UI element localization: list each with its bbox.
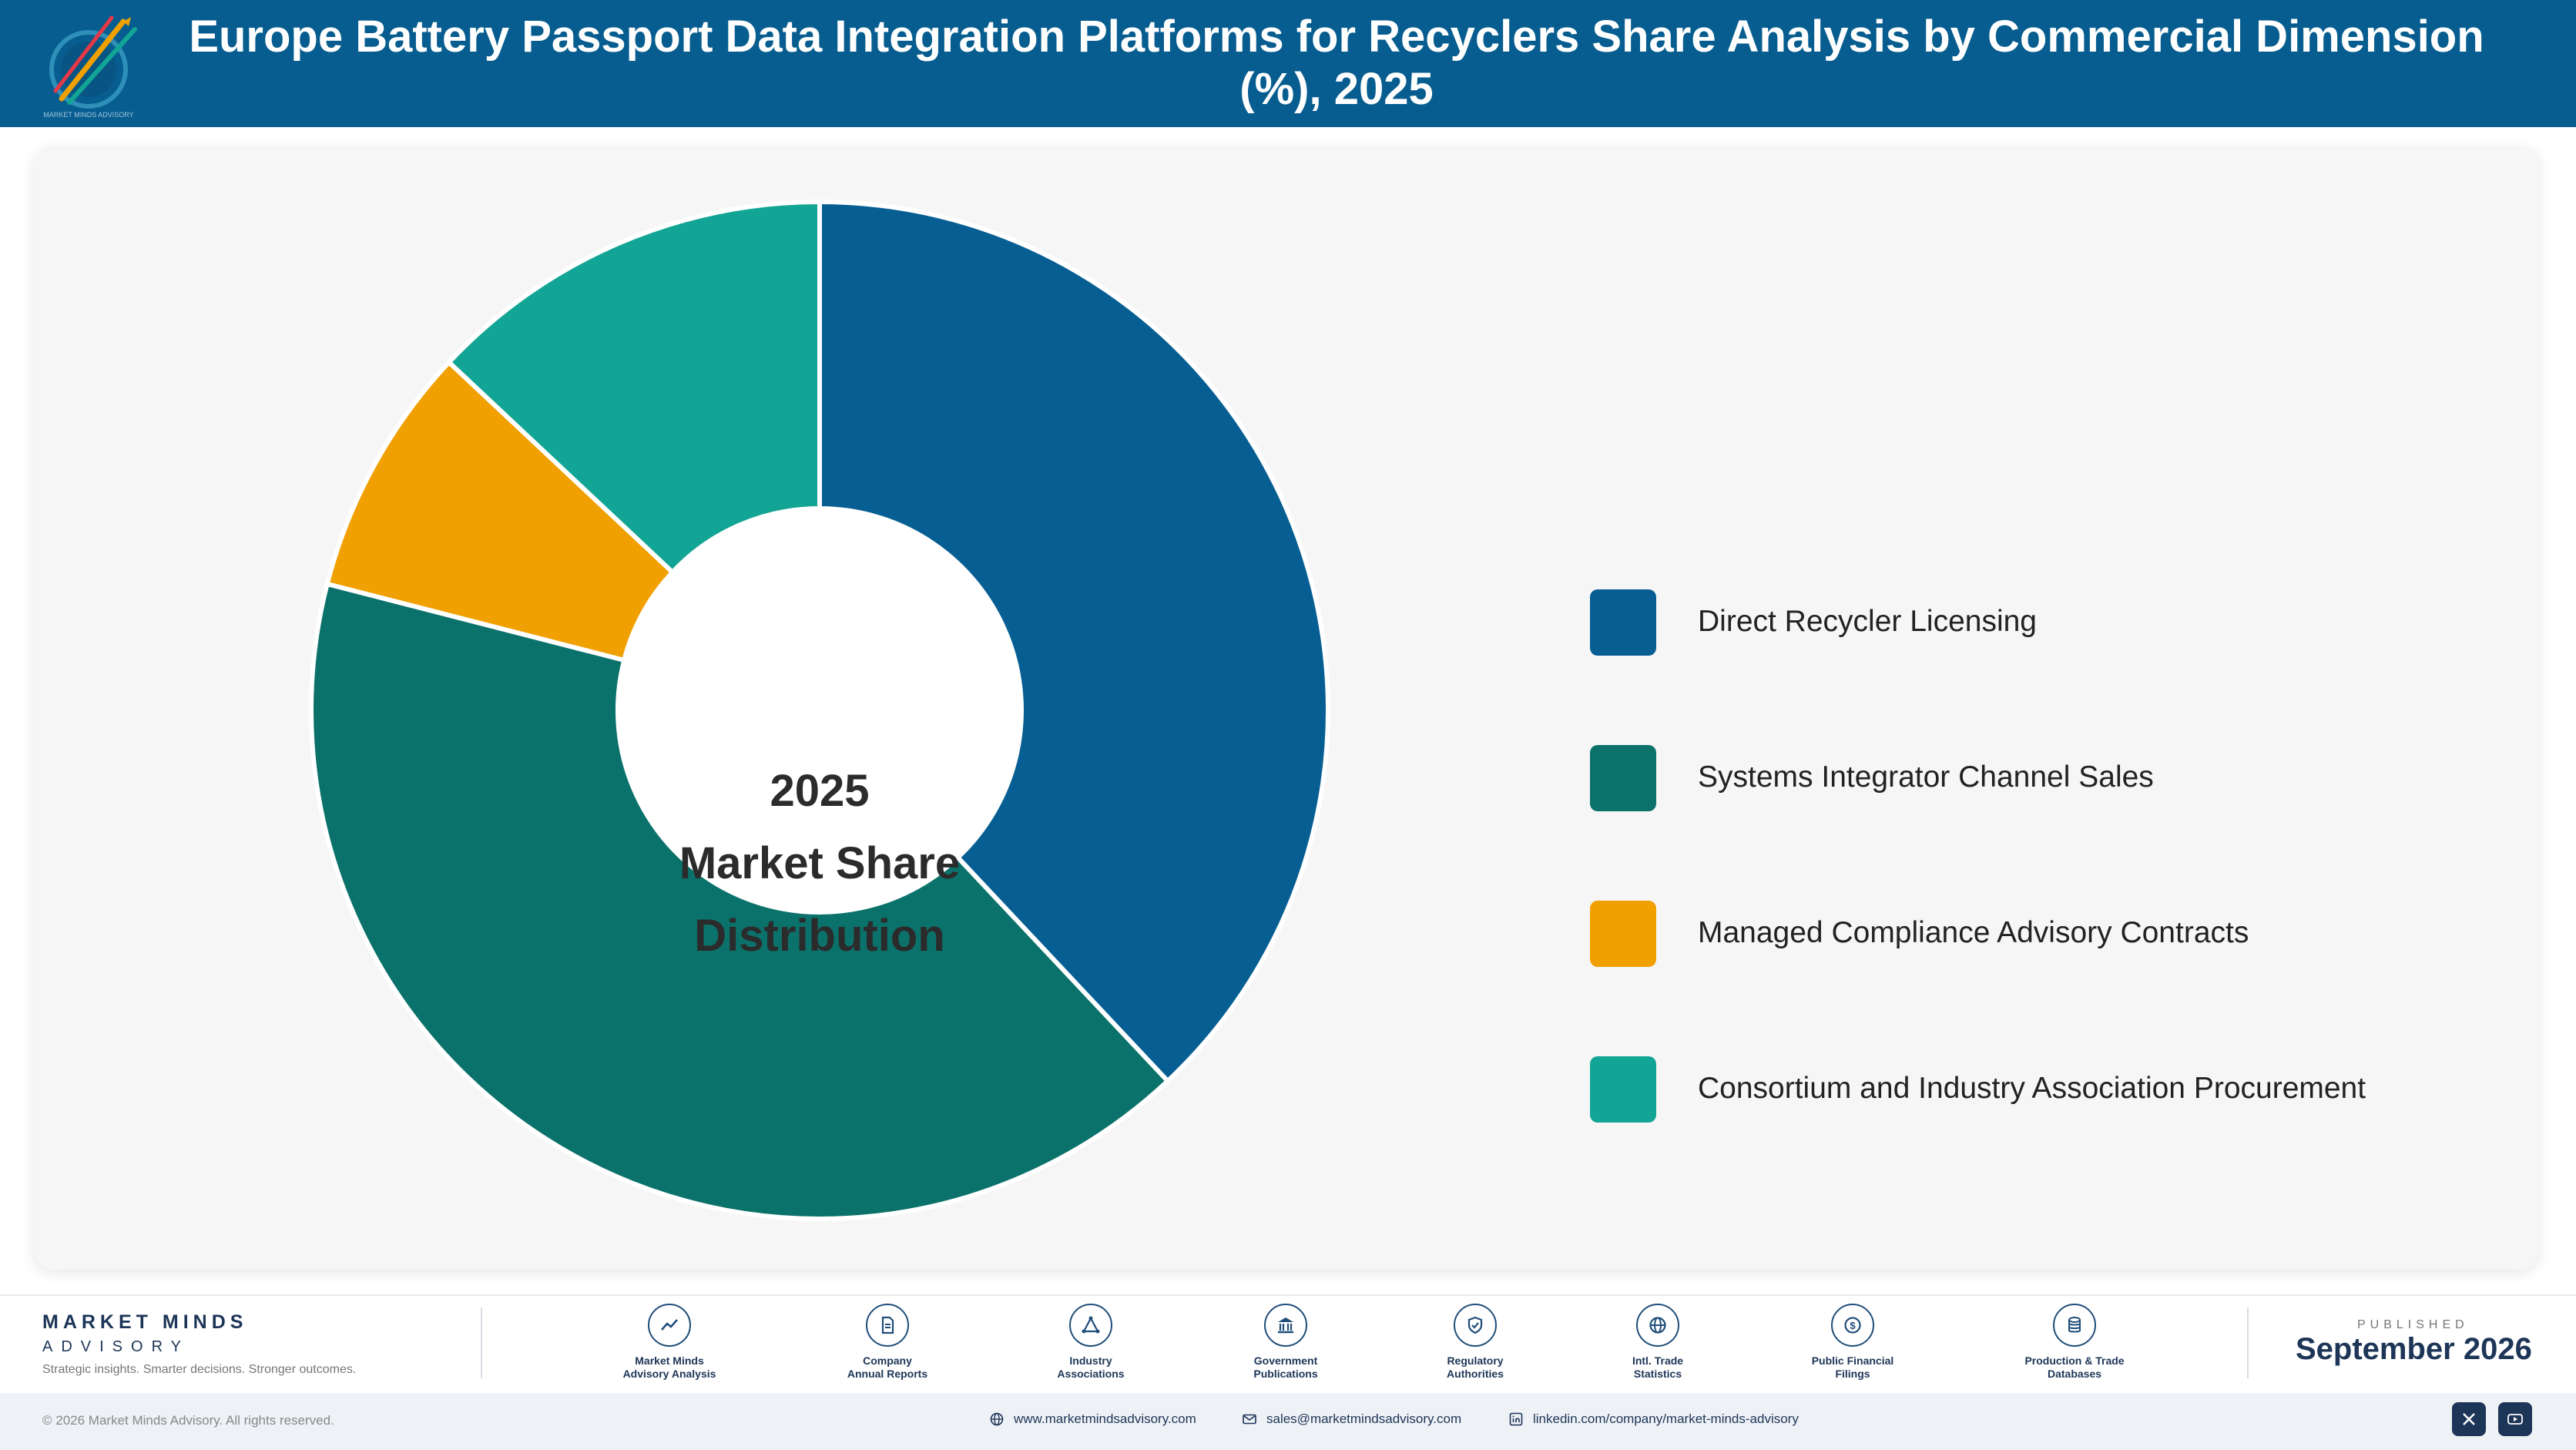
x-icon: [2463, 1413, 2475, 1425]
document-icon: [866, 1304, 909, 1347]
x-social-button[interactable]: [2452, 1402, 2486, 1436]
globe-icon: [1636, 1304, 1679, 1347]
chart-line-icon: [648, 1304, 691, 1347]
youtube-icon: [2507, 1414, 2523, 1425]
source-item[interactable]: Industry Associations: [1002, 1304, 1179, 1381]
source-label: Industry Associations: [1057, 1354, 1125, 1380]
email-link[interactable]: sales@marketmindsadvisory.com: [1242, 1411, 1461, 1427]
footer-brand-name: MARKET MINDS: [42, 1311, 248, 1333]
source-label: Market Minds Advisory Analysis: [622, 1354, 716, 1380]
legend-label: Systems Integrator Channel Sales: [1698, 760, 2154, 794]
shield-check-icon: [1454, 1304, 1497, 1347]
published-date: September 2026: [2296, 1332, 2532, 1366]
center-label-line3: Distribution: [694, 911, 945, 961]
source-item[interactable]: Intl. Trade Statistics: [1569, 1304, 1746, 1381]
source-item[interactable]: Company Annual Reports: [799, 1304, 976, 1381]
footer-brand-sub: ADVISORY: [42, 1338, 190, 1355]
source-item[interactable]: Government Publications: [1197, 1304, 1374, 1381]
legend-label: Direct Recycler Licensing: [1698, 605, 2037, 638]
page-title: Europe Battery Passport Data Integration…: [189, 12, 2484, 114]
legend-swatch: [1590, 1056, 1656, 1123]
copyright-text: © 2026 Market Minds Advisory. All rights…: [42, 1413, 334, 1428]
footer-separator: [2247, 1307, 2249, 1378]
legend-item: Direct Recycler Licensing: [1590, 589, 2514, 656]
network-icon: [1069, 1304, 1112, 1347]
donut-chart: [309, 199, 1330, 1221]
published-label: PUBLISHED: [2357, 1318, 2469, 1331]
source-item[interactable]: $ Public Financial Filings: [1764, 1304, 1941, 1381]
legend-item: Systems Integrator Channel Sales: [1590, 745, 2514, 811]
legend-swatch: [1590, 901, 1656, 967]
bottom-bar: [0, 1393, 2576, 1450]
donut-center-label: 2025 Market Share Distribution: [619, 755, 1020, 972]
legend-item: Consortium and Industry Association Proc…: [1590, 1056, 2514, 1123]
header-bar: MARKET MINDS ADVISORY Europe Battery Pas…: [0, 0, 2576, 127]
legend-label: Managed Compliance Advisory Contracts: [1698, 916, 2249, 949]
dollar-coin-icon: $: [1831, 1304, 1874, 1347]
youtube-social-button[interactable]: [2498, 1402, 2532, 1436]
website-link[interactable]: www.marketmindsadvisory.com: [989, 1411, 1196, 1427]
donut-hole: [618, 509, 1021, 912]
government-building-icon: [1264, 1304, 1307, 1347]
footer-separator: [481, 1307, 482, 1378]
market-minds-logo: MARKET MINDS ADVISORY: [43, 15, 137, 119]
globe-icon: [990, 1412, 1004, 1426]
legend-swatch: [1590, 745, 1656, 811]
source-label: Intl. Trade Statistics: [1632, 1354, 1684, 1380]
footer-divider: [0, 1294, 2576, 1296]
footer-tagline: Strategic insights. Smarter decisions. S…: [42, 1363, 357, 1376]
source-label: Company Annual Reports: [847, 1354, 928, 1380]
source-item[interactable]: Market Minds Advisory Analysis: [581, 1304, 758, 1381]
source-item[interactable]: Regulatory Authorities: [1387, 1304, 1564, 1381]
source-label: Production & Trade Databases: [2024, 1354, 2125, 1380]
legend-item: Managed Compliance Advisory Contracts: [1590, 901, 2514, 967]
source-item[interactable]: Production & Trade Databases: [1986, 1304, 2163, 1381]
source-label: Regulatory Authorities: [1447, 1354, 1504, 1380]
mail-icon: [1243, 1414, 1256, 1425]
legend-swatch: [1590, 589, 1656, 656]
legend-label: Consortium and Industry Association Proc…: [1698, 1072, 2366, 1105]
svg-text:MARKET MINDS ADVISORY: MARKET MINDS ADVISORY: [43, 111, 133, 119]
center-label-year: 2025: [770, 766, 870, 816]
center-label-line2: Market Share: [679, 838, 961, 888]
source-label: Government Publications: [1253, 1354, 1318, 1380]
chart-card: 2025 Market Share Distribution Direct Re…: [34, 146, 2539, 1270]
svg-text:$: $: [1850, 1320, 1856, 1331]
linkedin-icon: [1509, 1412, 1523, 1426]
database-icon: [2053, 1304, 2096, 1347]
source-label: Public Financial Filings: [1811, 1354, 1894, 1380]
linkedin-link[interactable]: linkedin.com/company/market-minds-adviso…: [1508, 1411, 1799, 1427]
